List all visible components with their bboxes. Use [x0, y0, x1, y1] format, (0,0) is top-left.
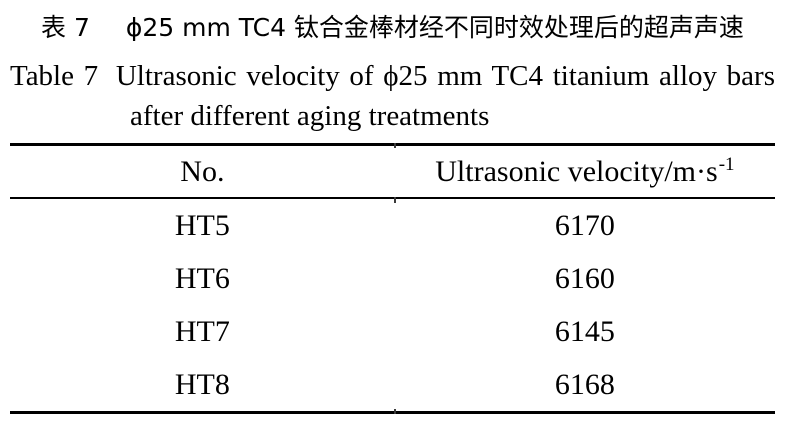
caption-english-text: Ultrasonic velocity of ϕ25 mm TC4 titani…	[115, 60, 776, 92]
header-velocity-unit: Ultrasonic velocity/m·s-1	[435, 153, 735, 188]
column-divider-tick-bottom	[394, 409, 396, 414]
table-row: HT7 6145	[10, 305, 775, 358]
cell-velocity: 6170	[554, 208, 615, 242]
header-cell-no: No.	[180, 154, 225, 188]
column-divider-tick-middle	[394, 197, 396, 203]
cell-no: HT5	[174, 208, 230, 242]
cell-velocity: 6145	[554, 314, 615, 348]
cell-no: HT8	[174, 367, 230, 401]
table-row: HT5 6170	[10, 199, 775, 252]
cell-no: HT6	[174, 261, 230, 295]
caption-chinese-label: 表 7	[41, 13, 90, 42]
table-row: HT6 6160	[10, 252, 775, 305]
caption-english-line2: after different aging treatments	[130, 100, 490, 132]
ultrasonic-velocity-table: No. Ultrasonic velocity/m·s-1 HT5 6170 H…	[10, 143, 775, 414]
header-cell-velocity: Ultrasonic velocity/m·s-1	[395, 146, 775, 197]
cell-velocity: 6168	[554, 367, 615, 401]
caption-chinese: 表 7 ϕ25 mm TC4 钛合金棒材经不同时效处理后的超声声速	[10, 10, 775, 46]
cell-no: HT7	[174, 314, 230, 348]
table-row: HT8 6168	[10, 358, 775, 411]
caption-english-line1: Table 7 Ultrasonic velocity of ϕ25 mm TC…	[10, 56, 775, 96]
caption-english-label: Table 7	[10, 60, 99, 92]
unit-superscript: -1	[718, 153, 735, 175]
cell-velocity: 6160	[554, 261, 615, 295]
table-header-row: No. Ultrasonic velocity/m·s-1	[10, 146, 775, 199]
column-divider-tick-top	[394, 143, 396, 148]
caption-chinese-text: ϕ25 mm TC4 钛合金棒材经不同时效处理后的超声声速	[125, 13, 744, 42]
